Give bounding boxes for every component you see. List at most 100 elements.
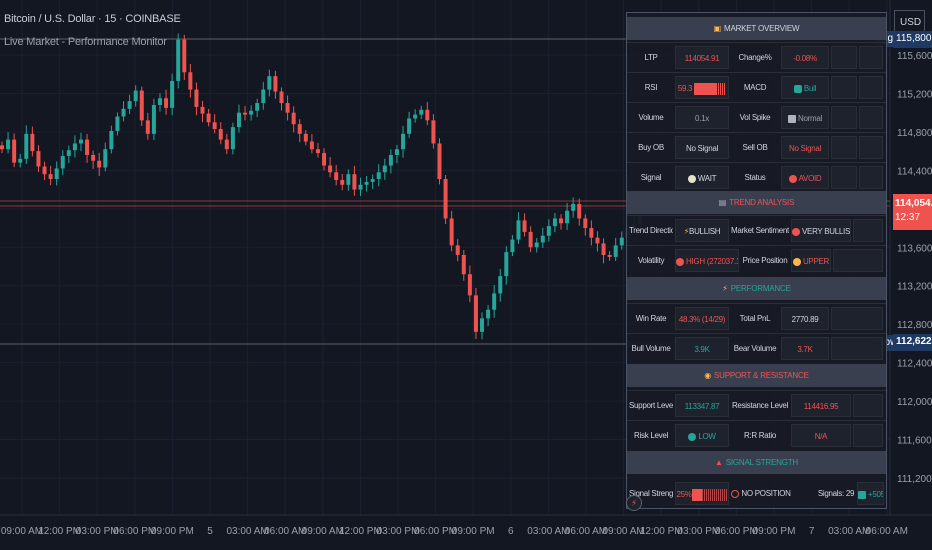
candle-body	[552, 218, 557, 227]
candle-body	[340, 179, 345, 185]
price-position-cell: UPPER	[791, 249, 831, 272]
empty-cell	[853, 219, 883, 242]
candle-body	[443, 179, 448, 219]
sell-ob-value: No Signal	[781, 136, 829, 159]
signal-cell: WAIT	[675, 166, 729, 189]
overview-row-ob: Buy OB No Signal Sell OB No Signal	[627, 132, 886, 161]
high-price-tag: 115,800.00	[893, 31, 932, 48]
signals-count: Signals: 29	[817, 489, 855, 498]
signal-strength-cell: 25%	[675, 482, 729, 505]
candle-body	[170, 80, 175, 108]
empty-cell	[831, 46, 857, 69]
empty-cell	[831, 337, 883, 360]
volume-value: 0.1x	[675, 106, 729, 129]
vol-spike-label: Vol Spike	[739, 113, 771, 122]
candle-body	[133, 90, 138, 102]
candle-body	[36, 151, 41, 167]
x-tick-label: 06:00 PM	[113, 526, 156, 537]
candle-body	[528, 231, 533, 248]
empty-cell	[853, 424, 883, 447]
lightning-icon[interactable]: ⚡	[626, 495, 642, 511]
candle-body	[212, 122, 217, 130]
candle-body	[322, 153, 327, 166]
x-tick-label: 09:00 PM	[753, 526, 796, 537]
bear-volume-label: Bear Volume	[733, 344, 777, 353]
vol-spike-value: Normal	[798, 114, 822, 123]
volatility-cell: HIGH (272037.1%)	[675, 249, 739, 272]
performance-row-volume: Bull Volume 3.9K Bear Volume 3.7K	[627, 333, 886, 362]
candle-body	[54, 168, 59, 180]
candle-body	[200, 106, 205, 114]
change-value: -0.08%	[781, 46, 829, 69]
risk-level-cell: LOW	[675, 424, 729, 447]
candle-body	[297, 124, 302, 134]
y-tick-label: 113,600.00	[897, 243, 932, 254]
empty-cell	[833, 249, 883, 272]
candle-body	[589, 228, 594, 238]
change-label: Change%	[738, 53, 772, 62]
status-value: AVOID	[798, 174, 822, 183]
overview-row-signal: Signal WAIT Status AVOID	[627, 162, 886, 191]
candle-body	[0, 145, 4, 150]
candle-body	[510, 239, 515, 253]
win-rate-value: 48.3% (14/29)	[675, 307, 729, 330]
candle-body	[546, 226, 551, 236]
candle-body	[267, 76, 272, 90]
candle-body	[498, 276, 503, 294]
x-tick-label: 03:00 PM	[76, 526, 119, 537]
y-tick-label: 112,000.00	[897, 397, 932, 408]
ltp-value: 114054.91	[675, 46, 729, 69]
y-tick-label: 111,200.00	[897, 474, 932, 485]
clipboard-icon: ▤	[718, 198, 727, 207]
empty-cell	[859, 136, 883, 159]
candle-body	[121, 108, 126, 117]
candle-body	[176, 39, 181, 81]
overview-row-rsi: RSI 59.3 MACD Bull	[627, 72, 886, 101]
warning-circle-icon	[788, 174, 797, 183]
x-tick-label: 5	[207, 526, 213, 537]
fire-icon: ▲	[715, 458, 723, 467]
candle-body	[285, 103, 290, 113]
candle-body	[188, 72, 193, 90]
candle-body	[334, 172, 339, 180]
x-tick-label: 09:00 AM	[302, 526, 344, 537]
candle-body	[24, 133, 29, 159]
candle-body	[279, 91, 284, 104]
y-tick-label: 112,800.00	[897, 320, 932, 331]
support-level-label: Support Level	[629, 401, 673, 410]
candle-body	[504, 252, 509, 277]
candle-body	[534, 242, 539, 248]
market-sentiment-value: VERY BULLISH	[802, 227, 851, 236]
candle-body	[413, 114, 418, 119]
x-tick-label: 06:00 PM	[715, 526, 758, 537]
candle-body	[346, 174, 351, 185]
signal-label: Signal	[640, 173, 662, 182]
empty-cell	[831, 106, 857, 129]
signal-value: WAIT	[697, 174, 717, 183]
candle-body	[601, 243, 606, 255]
candle-body	[467, 274, 472, 296]
empty-cell	[831, 136, 857, 159]
position-cell: NO POSITION	[731, 482, 791, 505]
candle-body	[30, 133, 35, 152]
up-arrow-icon	[858, 490, 866, 499]
indicator-name: Live Market - Performance Monitor	[4, 36, 167, 48]
candle-body	[407, 118, 412, 134]
x-tick-label: 03:00 AM	[226, 526, 268, 537]
empty-cell	[831, 307, 883, 330]
candle-body	[139, 90, 144, 121]
candle-body	[619, 237, 624, 246]
candle-body	[97, 160, 102, 168]
candle-body	[66, 150, 71, 156]
candle-body	[6, 139, 11, 150]
x-tick-label: 7	[809, 526, 815, 537]
candle-body	[613, 245, 618, 257]
dashboard-panel: ▣ MARKET OVERVIEW LTP 114054.91 Change% -…	[626, 12, 887, 509]
current-price-tag: 114,054.91 12:37	[893, 194, 932, 230]
x-tick-label: 12:00 PM	[38, 526, 81, 537]
position-value: NO POSITION	[741, 489, 791, 498]
candle-body	[516, 220, 521, 240]
red-circle-icon	[676, 257, 684, 266]
neutral-circle-icon	[687, 174, 696, 183]
x-tick-label: 12:00 PM	[640, 526, 683, 537]
